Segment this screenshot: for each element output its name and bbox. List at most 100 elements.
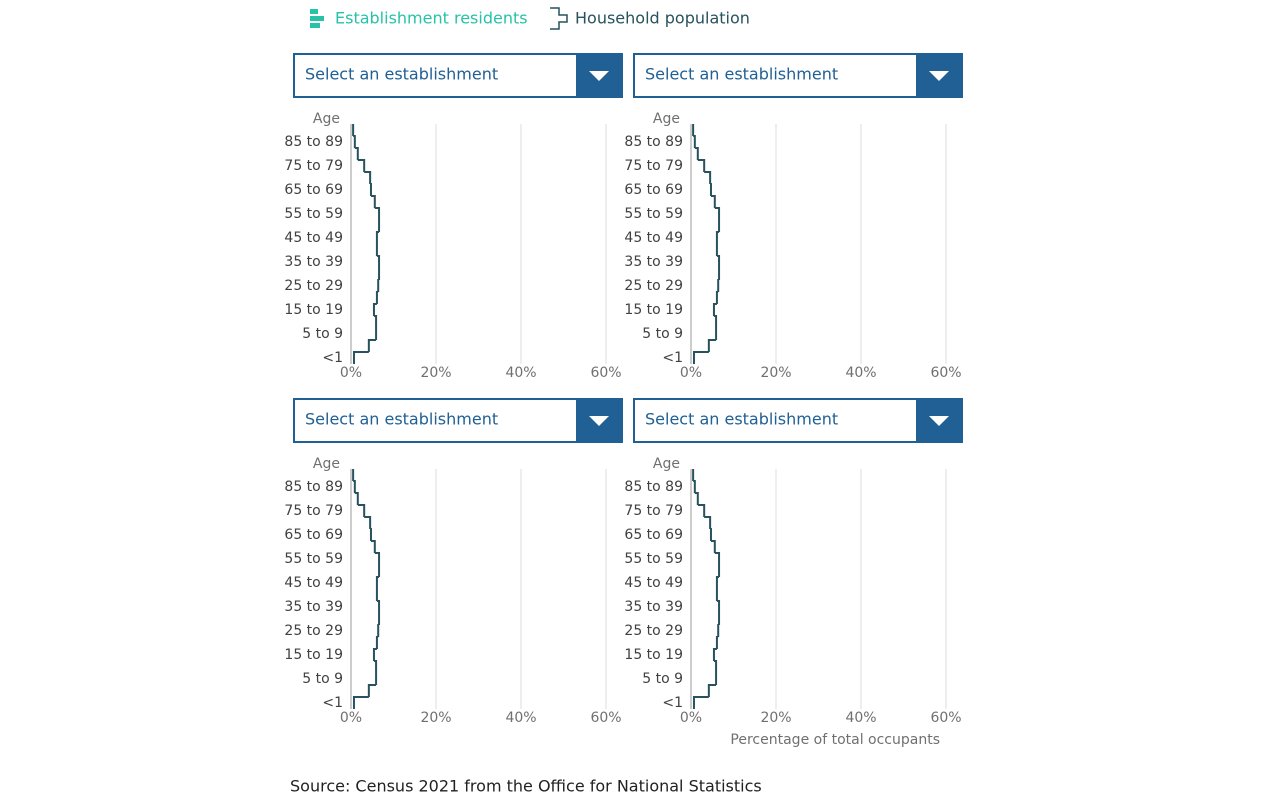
legend-icon	[310, 23, 320, 28]
x-tick-label: 20%	[760, 365, 791, 381]
x-tick-label: 40%	[845, 710, 876, 726]
step	[352, 696, 369, 709]
step	[364, 516, 372, 529]
y-tick-label: 65 to 69	[284, 527, 343, 543]
x-tick-label: 40%	[845, 365, 876, 381]
step	[697, 159, 706, 172]
y-tick-label: 5 to 9	[302, 671, 343, 687]
x-tick-label: 60%	[930, 365, 961, 381]
dropdown[interactable]: Select an establishment	[633, 53, 963, 98]
step	[357, 504, 366, 517]
step	[713, 315, 718, 328]
x-tick-label: 60%	[590, 710, 621, 726]
dropdown-text: Select an establishment	[645, 410, 838, 429]
x-tick-label: 0%	[340, 710, 362, 726]
y-tick-label: 5 to 9	[302, 326, 343, 342]
y-axis-label: Age	[653, 456, 680, 472]
step	[375, 231, 380, 244]
step	[692, 696, 709, 709]
x-tick-label: 40%	[505, 365, 536, 381]
legend-icon	[550, 7, 568, 30]
step	[357, 159, 366, 172]
step	[373, 315, 378, 328]
x-tick-label: 60%	[930, 710, 961, 726]
step	[377, 624, 380, 637]
step	[693, 480, 696, 493]
y-axis-label: Age	[653, 111, 680, 127]
x-tick-label: 0%	[680, 710, 702, 726]
panel: Select an establishment Age 0% 20% 40% 60% <1 5…	[624, 398, 963, 748]
y-tick-label: 15 to 19	[284, 647, 343, 663]
x-axis-label: Percentage of total occupants	[730, 732, 940, 748]
panel: Select an establishment Age 0% 20% 40% 60% <1 5…	[624, 53, 963, 381]
step	[369, 528, 372, 541]
y-tick-label: 25 to 29	[624, 278, 683, 294]
legend-label: Establishment residents	[335, 9, 528, 28]
x-tick-label: 20%	[420, 365, 451, 381]
step	[704, 516, 712, 529]
y-tick-label: 25 to 29	[284, 623, 343, 639]
y-tick-label: 85 to 89	[624, 134, 683, 150]
y-tick-label: 35 to 39	[624, 599, 683, 615]
dropdown[interactable]: Select an establishment	[293, 53, 623, 98]
step	[709, 183, 712, 196]
step	[709, 528, 712, 541]
step	[707, 339, 717, 352]
step	[354, 492, 359, 505]
step	[707, 684, 717, 697]
x-tick-label: 20%	[420, 710, 451, 726]
dropdown[interactable]: Select an establishment	[633, 398, 963, 443]
x-tick-label: 40%	[505, 710, 536, 726]
y-tick-label: <1	[662, 695, 683, 711]
step	[372, 648, 377, 661]
step	[715, 636, 719, 649]
step	[354, 147, 359, 160]
y-tick-label: 55 to 59	[284, 206, 343, 222]
dropdown-text: Select an establishment	[305, 410, 498, 429]
step	[693, 135, 696, 148]
dropdown[interactable]: Select an establishment	[293, 398, 623, 443]
y-tick-label: 55 to 59	[624, 551, 683, 567]
x-tick-label: 60%	[590, 365, 621, 381]
y-tick-label: 15 to 19	[624, 647, 683, 663]
step	[697, 504, 706, 517]
y-tick-label: 65 to 69	[624, 527, 683, 543]
step	[712, 648, 717, 661]
y-tick-label: 65 to 69	[284, 182, 343, 198]
step	[367, 339, 377, 352]
y-tick-label: 85 to 89	[284, 134, 343, 150]
dropdown-box	[293, 53, 623, 98]
x-tick-label: 20%	[760, 710, 791, 726]
dropdown-arrow	[589, 71, 609, 81]
y-tick-label: 45 to 49	[284, 575, 343, 591]
step	[714, 207, 721, 220]
step	[369, 183, 372, 196]
step	[717, 279, 720, 292]
step	[364, 171, 372, 184]
dropdown-text: Select an establishment	[305, 65, 498, 84]
step	[370, 195, 376, 208]
y-tick-label: 75 to 79	[624, 503, 683, 519]
step	[717, 624, 720, 637]
step	[710, 195, 716, 208]
step	[376, 600, 381, 613]
step	[704, 171, 712, 184]
step	[375, 576, 380, 589]
step	[715, 576, 720, 589]
panel: Select an establishment Age 0% 20% 40% 60% <1 5…	[284, 53, 623, 381]
dropdown-arrow	[589, 416, 609, 426]
y-tick-label: 35 to 39	[284, 254, 343, 270]
step	[367, 684, 377, 697]
step	[716, 255, 721, 268]
dropdown-box	[633, 398, 963, 443]
dropdown-arrow	[929, 416, 949, 426]
step	[376, 255, 381, 268]
y-axis-label: Age	[313, 111, 340, 127]
y-tick-label: 55 to 59	[284, 551, 343, 567]
y-tick-label: 85 to 89	[624, 479, 683, 495]
y-tick-label: 45 to 49	[284, 230, 343, 246]
legend-icon	[310, 16, 324, 21]
dropdown-box	[633, 53, 963, 98]
y-tick-label: 5 to 9	[642, 326, 683, 342]
